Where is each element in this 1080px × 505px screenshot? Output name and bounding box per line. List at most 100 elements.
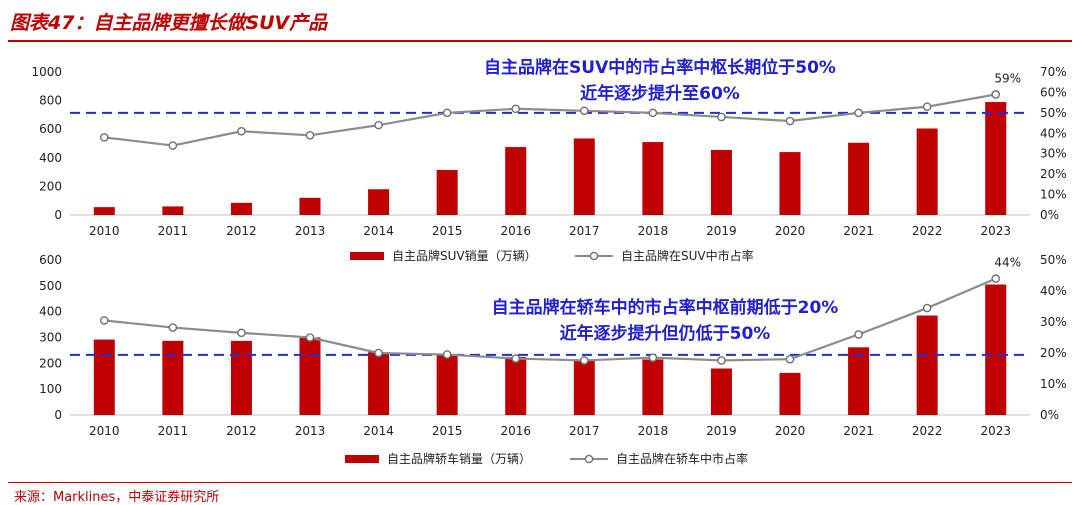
share-point (991, 274, 1001, 283)
share-point (168, 141, 178, 150)
bar (710, 368, 732, 415)
x-tick-label: 2014 (363, 424, 394, 438)
bar (573, 359, 595, 415)
bar (848, 142, 870, 215)
share-point (168, 323, 178, 332)
y2-tick-label: 0% (1040, 208, 1059, 222)
end-value-label: 44% (994, 256, 1021, 270)
y-tick-label: 0 (54, 408, 62, 422)
x-tick-label: 2010 (89, 424, 120, 438)
figure-title: 图表47：自主品牌更擅长做SUV产品 (10, 12, 328, 34)
source-note: 来源：Marklines，中泰证券研究所 (14, 490, 220, 505)
bar (779, 372, 801, 415)
y2-tick-label: 20% (1040, 346, 1067, 360)
bar (505, 356, 527, 415)
y-tick-label: 200 (39, 356, 62, 370)
legend-bar-swatch (345, 455, 379, 463)
bar (985, 284, 1007, 415)
y2-tick-label: 10% (1040, 377, 1067, 391)
share-line (104, 277, 997, 362)
y2-tick-label: 40% (1040, 126, 1067, 140)
bar (436, 169, 458, 215)
bar (985, 102, 1007, 215)
share-point (922, 303, 932, 313)
y2-tick-label: 40% (1040, 284, 1067, 298)
x-tick-label: 2015 (432, 224, 463, 238)
bar (642, 359, 664, 415)
bar (779, 152, 801, 215)
share-point (442, 350, 452, 359)
x-tick-label: 2014 (363, 224, 394, 238)
title-rule (8, 40, 1072, 42)
share-point (442, 108, 452, 118)
share-point (511, 104, 521, 114)
share-point (854, 108, 863, 118)
source-rule (8, 482, 1072, 483)
x-tick-label: 2019 (706, 224, 737, 238)
x-tick-label: 2012 (226, 424, 257, 438)
legend-line-label: 自主品牌在轿车中市占率 (616, 451, 748, 466)
bar (848, 347, 870, 415)
bar (230, 202, 252, 215)
legend-bar-swatch (350, 252, 384, 260)
bar (642, 142, 664, 215)
x-tick-label: 2023 (980, 224, 1011, 238)
legend-line-marker (584, 454, 594, 464)
x-tick-label: 2017 (569, 424, 600, 438)
chart-area: 020040060080010000%10%20%30%40%50%60%70%… (31, 57, 1067, 466)
bar (299, 197, 321, 215)
legend-line-label: 自主品牌在SUV中市占率 (621, 248, 754, 263)
share-point (237, 126, 246, 136)
y2-tick-label: 50% (1040, 253, 1067, 267)
x-tick-label: 2023 (980, 424, 1011, 438)
x-tick-label: 2021 (843, 224, 874, 238)
bar (916, 128, 938, 215)
bar (93, 339, 115, 415)
share-point (99, 316, 109, 325)
annotation-text: 近年逐步提升但仍低于50% (560, 323, 771, 344)
share-point (648, 353, 658, 362)
y-tick-label: 800 (39, 94, 62, 108)
share-point (579, 106, 589, 116)
x-tick-label: 2013 (295, 424, 326, 438)
y-tick-label: 500 (39, 279, 62, 293)
share-point (922, 102, 932, 112)
y2-tick-label: 70% (1040, 65, 1067, 79)
bar (162, 206, 184, 215)
share-point (237, 328, 246, 338)
legend-bar-label: 自主品牌SUV销量（万辆） (392, 249, 537, 263)
x-tick-label: 2013 (295, 224, 326, 238)
y-tick-label: 200 (39, 179, 62, 193)
x-tick-label: 2016 (500, 424, 531, 438)
y2-tick-label: 20% (1040, 167, 1067, 181)
y-tick-label: 600 (39, 122, 62, 136)
y2-tick-label: 60% (1040, 85, 1067, 99)
bar (162, 340, 184, 415)
share-point (374, 348, 383, 358)
bar (573, 138, 595, 215)
bar (299, 337, 321, 415)
share-point (717, 356, 726, 365)
legend-line-marker (589, 251, 599, 261)
annotation-text: 近年逐步提升至60% (580, 83, 740, 104)
share-point (305, 131, 315, 140)
y-tick-label: 300 (39, 331, 62, 345)
share-point (579, 356, 589, 365)
y-tick-label: 100 (39, 382, 62, 396)
share-point (374, 120, 383, 130)
y2-tick-label: 10% (1040, 188, 1067, 202)
bar (368, 352, 390, 415)
x-tick-label: 2016 (500, 224, 531, 238)
x-tick-label: 2012 (226, 224, 257, 238)
x-tick-label: 2015 (432, 424, 463, 438)
annotation-text: 自主品牌在SUV中的市占率中枢长期位于50% (484, 57, 836, 78)
share-point (991, 90, 1001, 99)
bar (230, 340, 252, 415)
x-tick-label: 2011 (158, 224, 189, 238)
y-tick-label: 400 (39, 305, 62, 319)
x-tick-label: 2020 (775, 424, 806, 438)
x-tick-label: 2011 (158, 424, 189, 438)
x-tick-label: 2017 (569, 224, 600, 238)
share-point (717, 112, 726, 122)
annotation-text: 自主品牌在轿车中的市占率中枢前期低于20% (492, 297, 839, 318)
